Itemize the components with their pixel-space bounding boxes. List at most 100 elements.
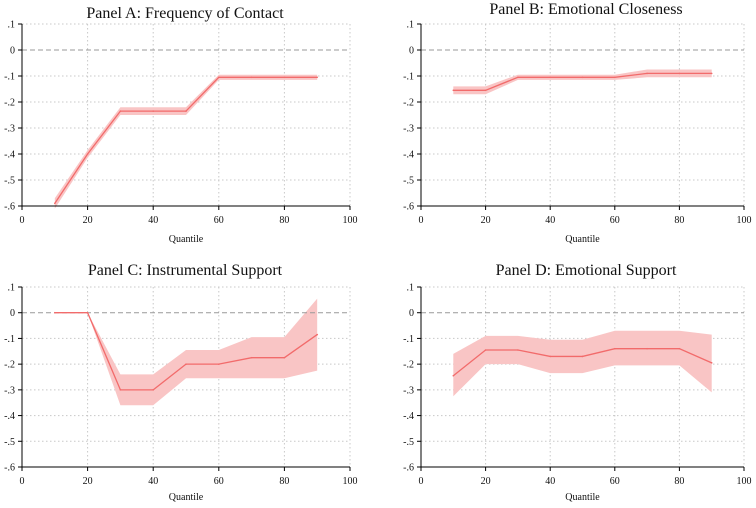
panel-b-point bbox=[484, 89, 487, 92]
panel-c-x-tick-label: 100 bbox=[343, 476, 358, 487]
panel-c-y-tick-label: -.6 bbox=[4, 463, 15, 474]
panel-d-title: Panel D: Emotional Support bbox=[496, 262, 677, 279]
panel-a-point bbox=[218, 76, 220, 79]
panel-c-y-tick-label: -.2 bbox=[4, 360, 15, 371]
panel-a-y-tick-label: -.2 bbox=[4, 98, 15, 109]
panel-c-y-tick-label: .1 bbox=[8, 283, 16, 294]
panel-c-y-tick-label: -.1 bbox=[4, 334, 15, 345]
panel-c-x-axis-title: Quantile bbox=[169, 492, 204, 503]
panel-d-point bbox=[614, 347, 616, 350]
panel-c-y-tick-label: -.5 bbox=[4, 437, 15, 448]
panel-d-point bbox=[484, 349, 487, 351]
panel-a-x-tick-label: 40 bbox=[148, 215, 158, 226]
panel-a-y-tick-label: -.1 bbox=[4, 72, 15, 83]
panel-b-y-tick-label: -.5 bbox=[403, 176, 414, 187]
panel-b-y-tick-label: 0 bbox=[409, 46, 414, 57]
panel-d-x-tick-label: 100 bbox=[737, 476, 752, 487]
panel-a-y-tick-label: -.6 bbox=[4, 202, 15, 213]
panel-b-point bbox=[517, 76, 519, 79]
panel-b-point bbox=[710, 72, 713, 75]
panel-b-x-tick-label: 60 bbox=[610, 215, 620, 226]
panel-a-y-tick-label: .1 bbox=[8, 20, 16, 31]
panel-d-y-tick-label: .1 bbox=[407, 283, 415, 294]
panel-d-x-tick-label: 80 bbox=[674, 476, 684, 487]
panel-d: Panel D: Emotional Support .1 0 -.1 -.2 -.3 -.… bbox=[403, 262, 751, 503]
panel-a-y-tick-label: -.4 bbox=[4, 150, 15, 161]
panel-d-point bbox=[549, 355, 551, 358]
panel-d-x-axis-title: Quantile bbox=[565, 492, 600, 503]
panel-b-y-tick-label: -.4 bbox=[403, 150, 414, 161]
panel-c-point bbox=[86, 311, 89, 314]
panel-d-y-tick-label: -.4 bbox=[403, 411, 414, 422]
panel-b-y-tick-label: -.1 bbox=[403, 72, 414, 83]
panel-a-point bbox=[119, 110, 122, 112]
panel-b-y-tick-label: -.3 bbox=[403, 124, 414, 135]
panel-d-y-tick-label: -.1 bbox=[403, 334, 414, 345]
panel-c-x-tick-label: 0 bbox=[20, 476, 25, 487]
panel-a-x-tick-label: 80 bbox=[279, 215, 289, 226]
panel-c-x-tick-label: 80 bbox=[279, 476, 289, 487]
panel-b-x-tick-label: 0 bbox=[419, 215, 424, 226]
panel-b-point bbox=[678, 72, 681, 75]
panel-d-y-tick-label: -.6 bbox=[403, 463, 414, 474]
panel-a-point bbox=[316, 76, 319, 79]
panel-c-point bbox=[152, 389, 154, 391]
panel-c-point bbox=[185, 363, 187, 365]
panel-d-point bbox=[517, 349, 519, 351]
panel-a-point bbox=[86, 153, 89, 155]
panel-b-x-tick-label: 40 bbox=[545, 215, 555, 226]
panel-d-point bbox=[452, 374, 455, 377]
panel-b-point bbox=[646, 72, 648, 75]
panel-d-point bbox=[710, 362, 713, 364]
panel-b-title: Panel B: Emotional Closeness bbox=[489, 1, 682, 18]
panel-c-y-tick-label: -.3 bbox=[4, 385, 15, 396]
panel-b-x-tick-label: 100 bbox=[737, 215, 752, 226]
panel-b: Panel B: Emotional Closeness .1 0 -.1 -.2 -.3… bbox=[403, 1, 751, 245]
panel-b-point bbox=[452, 89, 455, 92]
panel-c-ci-band bbox=[54, 298, 318, 406]
panel-d-y-tick-label: -.3 bbox=[403, 385, 414, 396]
panel-a-point bbox=[283, 76, 286, 79]
panel-d-y-tick-label: -.5 bbox=[403, 437, 414, 448]
panel-a-y-tick-label: -.5 bbox=[4, 176, 15, 187]
panel-d-x-tick-label: 60 bbox=[610, 476, 620, 487]
panel-c-point bbox=[119, 389, 122, 391]
panel-a-ci-band bbox=[54, 74, 318, 209]
panel-a: Panel A: Frequency of Contact .1 0 -.1 -.2 -.… bbox=[4, 5, 357, 245]
panel-b-ci-band bbox=[453, 69, 712, 95]
panel-b-x-tick-label: 20 bbox=[481, 215, 491, 226]
panel-c-y-tick-label: 0 bbox=[10, 308, 15, 319]
panel-c-point bbox=[250, 356, 253, 359]
panel-a-point bbox=[54, 202, 56, 205]
panel-a-series-line bbox=[54, 76, 318, 204]
panel-b-y-tick-label: -.2 bbox=[403, 98, 414, 109]
panel-d-x-tick-label: 40 bbox=[545, 476, 555, 487]
panel-a-x-tick-label: 100 bbox=[343, 215, 358, 226]
panel-c-x-tick-label: 60 bbox=[214, 476, 224, 487]
panel-a-y-tick-label: -.3 bbox=[4, 124, 15, 135]
panel-b-point bbox=[581, 76, 584, 79]
panel-d-y-tick-label: -.2 bbox=[403, 360, 414, 371]
panel-c-point bbox=[316, 333, 319, 336]
panel-b-x-axis-title: Quantile bbox=[565, 234, 600, 245]
panel-d-ci-band bbox=[453, 330, 712, 397]
panel-c-x-tick-label: 40 bbox=[148, 476, 158, 487]
panel-b-point bbox=[614, 76, 616, 79]
panel-a-x-axis-title: Quantile bbox=[169, 234, 204, 245]
panel-d-point bbox=[678, 347, 681, 350]
panel-d-point bbox=[646, 347, 648, 350]
panel-a-x-tick-label: 20 bbox=[83, 215, 93, 226]
panel-d-point bbox=[581, 355, 584, 358]
panel-c-point bbox=[54, 311, 56, 314]
panel-a-point bbox=[250, 76, 253, 79]
panel-d-y-tick-label: 0 bbox=[409, 308, 414, 319]
panel-c-title: Panel C: Instrumental Support bbox=[88, 262, 283, 279]
panel-a-point bbox=[185, 110, 187, 112]
panel-c-x-tick-label: 20 bbox=[83, 476, 93, 487]
panel-a-point bbox=[152, 110, 154, 112]
panel-b-x-tick-label: 80 bbox=[674, 215, 684, 226]
panel-a-x-tick-label: 60 bbox=[214, 215, 224, 226]
panel-a-x-tick-label: 0 bbox=[20, 215, 25, 226]
panel-d-x-tick-label: 20 bbox=[481, 476, 491, 487]
panel-a-title: Panel A: Frequency of Contact bbox=[86, 5, 284, 22]
